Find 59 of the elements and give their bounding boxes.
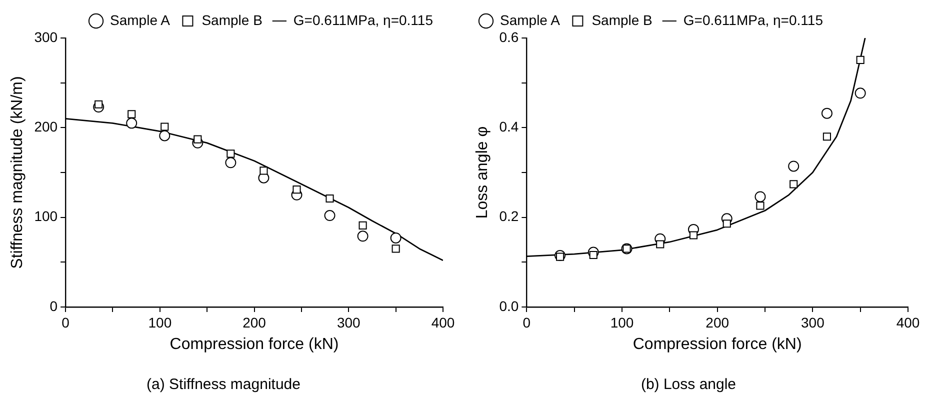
legend-label: G=0.611MPa, η=0.115	[293, 12, 434, 28]
point	[390, 232, 402, 244]
y-tick-label: 0.4	[499, 118, 519, 135]
x-tick-label: 400	[896, 314, 920, 330]
legend-label: Sample A	[500, 12, 561, 28]
point	[589, 250, 598, 260]
point	[126, 118, 138, 129]
y-tick-label: 0	[50, 298, 58, 314]
legend-label: Sample B	[202, 12, 262, 28]
x-tick-label: 300	[336, 314, 361, 330]
y-tick-label: 0.0	[499, 298, 519, 314]
point	[324, 210, 336, 222]
y-tick-label: 300	[34, 28, 58, 45]
point	[392, 244, 400, 253]
point	[689, 231, 698, 240]
point	[358, 221, 367, 230]
point	[260, 166, 268, 175]
x-tick-label: 100	[610, 314, 634, 330]
legend-label: Sample A	[110, 12, 171, 28]
point	[854, 88, 866, 99]
x-tick-label: 200	[706, 314, 730, 330]
point	[790, 180, 798, 188]
point	[722, 220, 731, 228]
point	[656, 240, 664, 248]
y-tick-label: 0.2	[499, 208, 519, 224]
x-tick-label: 0	[62, 314, 70, 330]
point	[556, 252, 564, 261]
point	[856, 56, 864, 64]
text: (b) Loss angle	[640, 376, 736, 394]
point	[756, 202, 764, 210]
x-tick-label: 200	[242, 314, 266, 330]
x-tick-label: 300	[800, 314, 825, 330]
point	[821, 108, 832, 119]
point	[94, 100, 103, 108]
x-tick-label: 400	[431, 314, 455, 330]
point	[292, 186, 301, 194]
x-tick-label: 0	[522, 314, 531, 330]
y-axis-title: Loss angle φ	[474, 126, 492, 219]
point	[357, 230, 368, 242]
point	[160, 122, 169, 131]
x-axis-title: Compression force (kN)	[632, 336, 802, 353]
point	[226, 150, 235, 158]
point	[194, 135, 202, 144]
point	[788, 160, 800, 172]
y-axis-title: Stiffness magnitude (kN/m)	[9, 76, 26, 269]
y-tick-label: 0.6	[499, 28, 519, 45]
point	[326, 194, 334, 203]
point	[128, 110, 136, 118]
text: (a) Stiffness magnitude	[146, 376, 300, 394]
x-tick-label: 100	[148, 314, 172, 330]
y-tick-label: 200	[34, 118, 58, 135]
legend-label: Sample B	[592, 12, 652, 28]
x-axis-title: Compression force (kN)	[170, 336, 339, 353]
y-tick-label: 100	[34, 208, 58, 224]
point	[159, 130, 170, 142]
point	[225, 157, 236, 168]
point	[822, 132, 831, 141]
legend-label: G=0.611MPa, η=0.115	[683, 12, 824, 28]
point	[754, 191, 766, 202]
